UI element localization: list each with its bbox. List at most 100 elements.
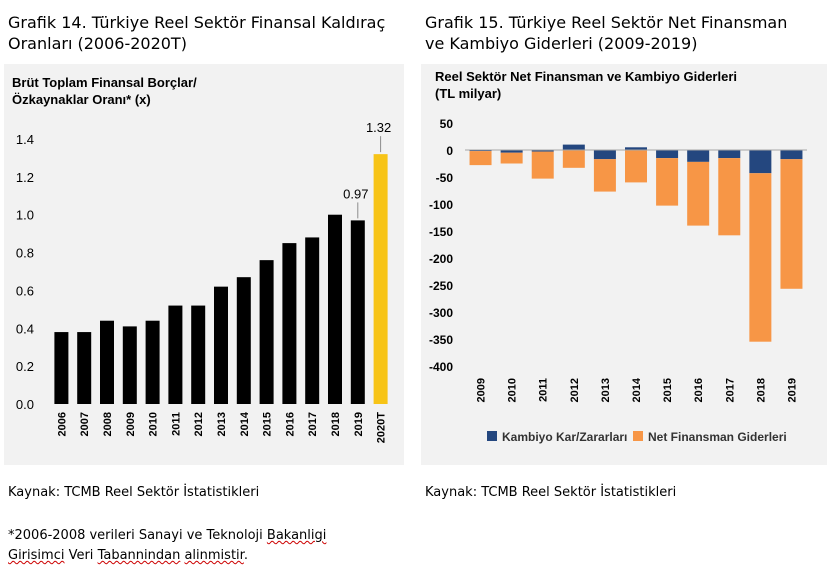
right-caption-line1: Grafik 15. Türkiye Reel Sektör Net Finan… — [425, 13, 788, 32]
x-tick-label: 2014 — [631, 377, 643, 402]
right-chart-title-line2: (TL milyar) — [435, 86, 502, 101]
left-chart-panel: Brüt Toplam Finansal Borçlar/ Özkaynakla… — [4, 64, 404, 465]
footnote-text-flagged: alinmistir — [184, 548, 244, 563]
data-label: 1.32 — [366, 120, 391, 135]
right-chart-title: Reel Sektör Net Finansman ve Kambiyo Gid… — [435, 68, 737, 102]
right-chart-title-line1: Reel Sektör Net Finansman ve Kambiyo Gid… — [435, 69, 737, 84]
x-tick-label: 2011 — [538, 378, 550, 402]
bar-segment — [656, 158, 679, 206]
y-tick-label: 0.2 — [16, 359, 34, 374]
bar-segment — [593, 159, 616, 192]
x-tick-label: 2014 — [239, 411, 251, 436]
bar-segment — [625, 147, 647, 150]
bar — [100, 320, 114, 404]
x-tick-label: 2017 — [724, 378, 736, 402]
footnote-text-flagged: Girisimci — [8, 548, 65, 563]
y-tick-label: -350 — [429, 333, 453, 347]
bar — [214, 286, 228, 404]
legend-label: Kambiyo Kar/Zararları — [502, 430, 627, 444]
bar — [350, 220, 365, 404]
x-tick-label: 2018 — [330, 412, 342, 436]
y-tick-label: -50 — [436, 171, 454, 185]
footnote-text: . — [243, 548, 248, 563]
bar-segment — [780, 150, 803, 160]
y-tick-label: 1.2 — [16, 170, 34, 185]
right-figure-caption: Grafik 15. Türkiye Reel Sektör Net Finan… — [425, 12, 787, 54]
bar — [77, 332, 92, 404]
bar-segment — [687, 161, 710, 226]
bar-segment — [500, 150, 523, 153]
bar-segment — [469, 150, 492, 152]
bar — [168, 305, 183, 404]
x-tick-label: 2008 — [102, 412, 114, 436]
right-stacked-bar-chart: 50 0 -50 -100 -150 -200 -250 -300 -350 -400 2009 20… — [429, 117, 807, 444]
y-tick-label: 0.0 — [16, 397, 34, 412]
y-tick-label: -200 — [429, 252, 453, 266]
footnote: *2006-2008 verileri Sanayi ve Teknoloji … — [8, 526, 326, 566]
y-tick-label: -100 — [429, 198, 453, 212]
x-tick-label: 2019 — [353, 412, 365, 436]
y-tick-label: 0 — [446, 144, 453, 158]
bar-segment — [469, 151, 492, 166]
bar — [191, 305, 206, 404]
bar — [373, 154, 388, 404]
footnote-text: *2006-2008 verileri Sanayi ve Teknoloji — [8, 528, 267, 543]
bar-segment — [718, 158, 741, 236]
x-tick-label: 2013 — [216, 412, 228, 436]
x-tick-label: 2020T — [376, 412, 388, 443]
bar-segment — [749, 150, 772, 174]
x-tick-label: 2006 — [56, 412, 68, 436]
left-bar-chart: 0.0 0.2 0.4 0.6 0.8 1.0 1.2 1.4 2006 2007 2008 2009… — [16, 120, 391, 443]
y-tick-label: 1.0 — [16, 208, 34, 223]
bar-segment — [531, 150, 554, 152]
y-tick-label: -250 — [429, 279, 453, 293]
x-tick-label: 2018 — [755, 378, 767, 402]
y-tick-label: 50 — [440, 117, 454, 131]
footnote-text: Veri — [64, 548, 98, 563]
left-figure-caption: Grafik 14. Türkiye Reel Sektör Finansal … — [8, 12, 385, 54]
y-tick-label: 1.4 — [16, 132, 34, 147]
y-tick-label: -150 — [429, 225, 453, 239]
x-tick-label: 2007 — [79, 412, 91, 436]
bar — [282, 243, 297, 404]
x-tick-label: 2017 — [307, 412, 319, 436]
legend-swatch — [487, 431, 497, 441]
x-tick-label: 2016 — [284, 412, 296, 436]
legend-label: Net Finansman Giderleri — [648, 430, 787, 444]
y-tick-label: 0.4 — [16, 321, 34, 336]
legend-swatch — [633, 431, 643, 441]
y-tick-label: -400 — [429, 360, 453, 374]
y-tick-label: -300 — [429, 306, 453, 320]
bar-segment — [562, 144, 585, 150]
bar — [328, 214, 342, 404]
left-caption-line2: Oranları (2006-2020T) — [8, 34, 187, 53]
x-tick-label: 2009 — [476, 378, 488, 402]
left-source-text: Kaynak: TCMB Reel Sektör İstatistikleri — [8, 485, 260, 500]
left-chart-title-line1: Brüt Toplam Finansal Borçlar/ — [12, 75, 197, 90]
bar — [145, 320, 160, 404]
bar — [236, 277, 251, 404]
bar-segment — [780, 159, 803, 289]
footnote-text-flagged: Tabannindan — [97, 548, 181, 563]
footnote-text-flagged: Bakanligi — [266, 528, 327, 543]
x-tick-label: 2011 — [170, 412, 182, 436]
x-tick-label: 2015 — [262, 412, 274, 436]
right-source-text: Kaynak: TCMB Reel Sektör İstatistikleri — [425, 485, 677, 500]
y-tick-label: 0.6 — [16, 283, 34, 298]
footnote-line1: *2006-2008 verileri Sanayi ve Teknoloji … — [8, 526, 326, 546]
x-tick-label: 2010 — [507, 378, 519, 402]
x-tick-label: 2019 — [786, 378, 798, 402]
bar-segment — [593, 150, 616, 160]
y-tick-label: 0.8 — [16, 246, 34, 261]
bar-segment — [625, 150, 647, 183]
bar — [54, 332, 69, 404]
left-chart-title: Brüt Toplam Finansal Borçlar/ Özkaynakla… — [12, 74, 197, 108]
x-tick-label: 2013 — [600, 378, 612, 402]
data-label: 0.97 — [343, 186, 368, 201]
x-tick-label: 2012 — [569, 378, 581, 402]
footnote-line2: Girisimci Veri Tabannindan alinmistir. — [8, 546, 326, 566]
bar — [259, 260, 274, 404]
left-chart-title-line2: Özkaynaklar Oranı* (x) — [12, 92, 151, 107]
x-tick-label: 2009 — [125, 412, 137, 436]
bar-segment — [562, 150, 585, 168]
